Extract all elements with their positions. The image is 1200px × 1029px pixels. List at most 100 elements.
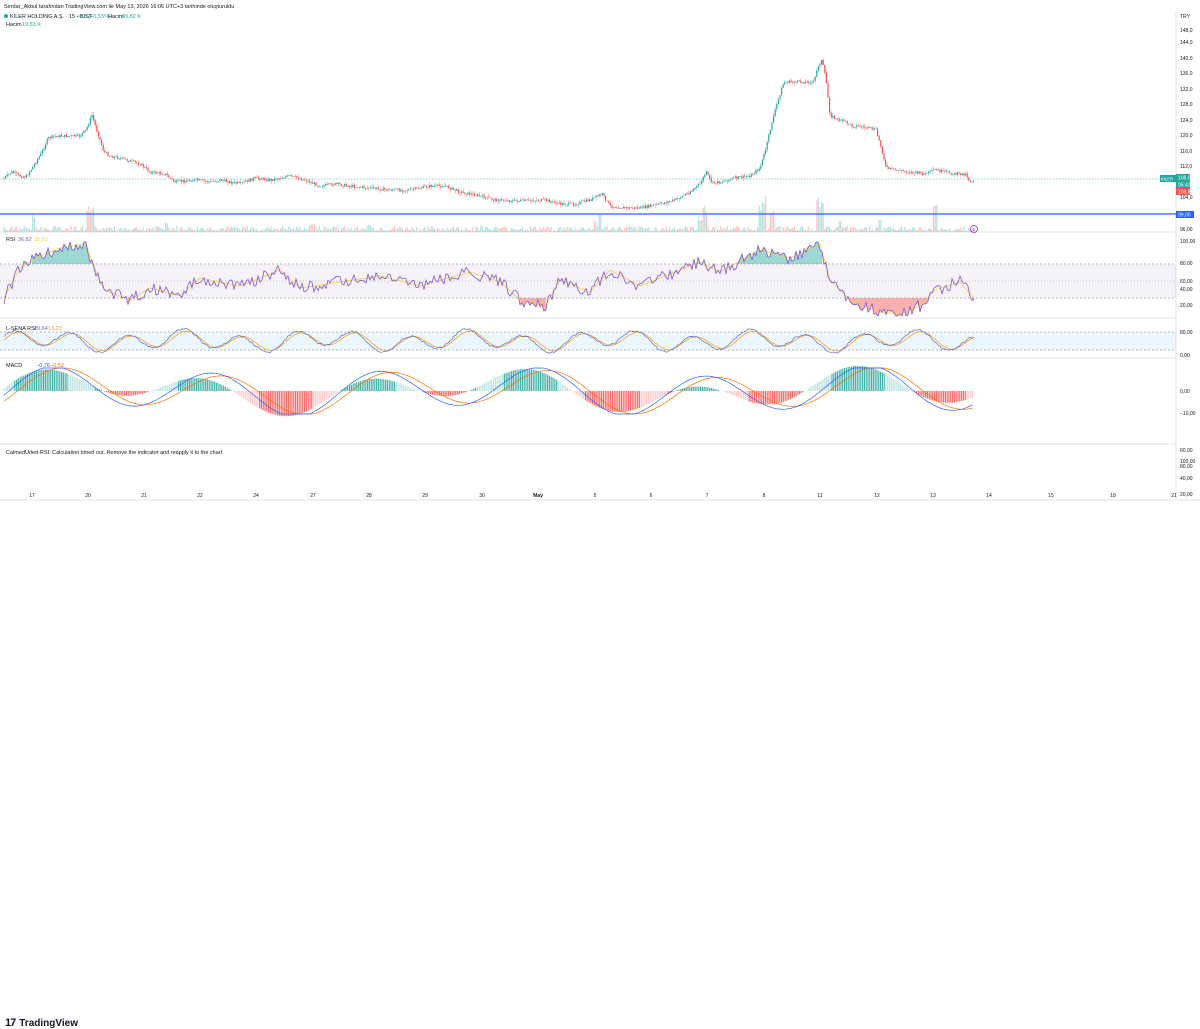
volume-bar — [688, 230, 689, 232]
candle-body — [53, 136, 54, 137]
candle-body — [399, 189, 400, 192]
candle-body — [98, 131, 99, 136]
candle-body — [219, 179, 220, 181]
volume-bar — [31, 230, 32, 232]
candle-body — [226, 180, 227, 182]
tradingview-logo[interactable]: 17 TradingView — [5, 1017, 78, 1029]
candle-body — [701, 181, 702, 183]
volume-bar — [698, 217, 699, 232]
candle-body — [336, 183, 337, 184]
candle-body — [898, 170, 899, 171]
volume-bar — [157, 226, 158, 232]
volume-value: 89,82 K — [122, 14, 141, 20]
volume-bar — [645, 228, 646, 232]
volume-bar — [738, 227, 739, 232]
error-tick: 80,00 — [1180, 464, 1193, 470]
macd-hist-bar — [65, 373, 66, 391]
volume-bar — [301, 230, 302, 232]
volume-bar — [855, 228, 856, 232]
macd-hist-bar — [795, 391, 796, 396]
volume-bar — [154, 229, 155, 232]
rsi-label: RSI — [6, 237, 16, 243]
macd-hist-bar — [122, 391, 123, 396]
macd-hist-bar — [477, 387, 478, 391]
candle-body — [47, 138, 48, 144]
macd-hist-bar — [176, 381, 177, 391]
candle-body — [138, 163, 139, 165]
candle-body — [232, 182, 233, 183]
volume-bar — [63, 230, 64, 232]
volume-bar — [240, 231, 241, 232]
volume-bar — [739, 230, 740, 232]
volume-bar — [418, 231, 419, 232]
macd-hist-bar — [63, 372, 64, 391]
smi-tick: 0,00 — [1180, 353, 1190, 359]
volume-bar — [155, 226, 156, 232]
symbol-legend[interactable]: KİLER HOLDİNG A.Ş. · 15 · BIST +0,6 (+0,… — [4, 13, 141, 20]
volume-legend[interactable]: Hacim 19,83 K — [6, 22, 41, 28]
status-dot-icon — [4, 14, 8, 18]
volume-bar — [415, 231, 416, 232]
macd-hist-bar — [320, 391, 321, 403]
macd-hist-bar — [266, 391, 267, 412]
candle-body — [418, 188, 419, 189]
candle-body — [663, 204, 664, 205]
volume-bar — [631, 227, 632, 232]
candle-body — [34, 164, 35, 167]
macd-hist-bar — [444, 391, 445, 396]
volume-bar — [751, 230, 752, 232]
macd-hist-bar — [810, 387, 811, 391]
candle-body — [767, 142, 768, 150]
candle-body — [29, 172, 30, 175]
volume-bar — [747, 227, 748, 232]
volume-bar — [359, 230, 360, 232]
macd-hist-bar — [507, 372, 508, 391]
candle-body — [791, 81, 792, 82]
candle-body — [514, 200, 515, 201]
candle-body — [624, 207, 625, 208]
volume-bar — [848, 231, 849, 232]
candle-body — [487, 197, 488, 198]
macd-hist-bar — [821, 380, 822, 391]
candle-body — [931, 170, 932, 171]
candle-body — [3, 178, 4, 179]
candle-body — [231, 181, 232, 183]
macd-hist-bar — [790, 391, 791, 399]
volume-bar — [319, 226, 320, 232]
volume-bar — [282, 226, 283, 232]
volume-bar — [330, 229, 331, 232]
candle-body — [541, 199, 542, 201]
candle-body — [895, 169, 896, 170]
candle-body — [552, 201, 553, 202]
macd-hist-bar — [788, 391, 789, 400]
candle-body — [672, 200, 673, 202]
volume-bar — [19, 228, 20, 232]
macd-hist-bar — [948, 391, 949, 403]
volume-bar — [578, 230, 579, 232]
candle-body — [447, 186, 448, 187]
candle-body — [307, 181, 308, 182]
macd-hist-bar — [376, 379, 377, 391]
macd-hist-bar — [464, 391, 465, 392]
volume-bar — [955, 229, 956, 232]
candle-body — [175, 181, 176, 182]
candle-body — [155, 171, 156, 173]
macd-hist-bar — [311, 391, 312, 409]
volume-bar — [184, 230, 185, 232]
candle-body — [851, 124, 852, 127]
volume-bar — [355, 228, 356, 232]
candle-body — [528, 200, 529, 201]
candle-body — [59, 135, 60, 137]
candle-body — [775, 109, 776, 116]
volume-bar — [187, 228, 188, 232]
volume-bar — [691, 226, 692, 232]
macd-hist-bar — [383, 379, 384, 391]
volume-bar — [933, 206, 934, 232]
volume-bar — [538, 230, 539, 232]
volume-bar — [813, 231, 814, 232]
volume-bar — [931, 230, 932, 232]
candle-body — [154, 171, 155, 172]
macd-hist-bar — [272, 391, 273, 414]
macd-hist-bar — [637, 391, 638, 408]
candle-body — [762, 159, 763, 165]
